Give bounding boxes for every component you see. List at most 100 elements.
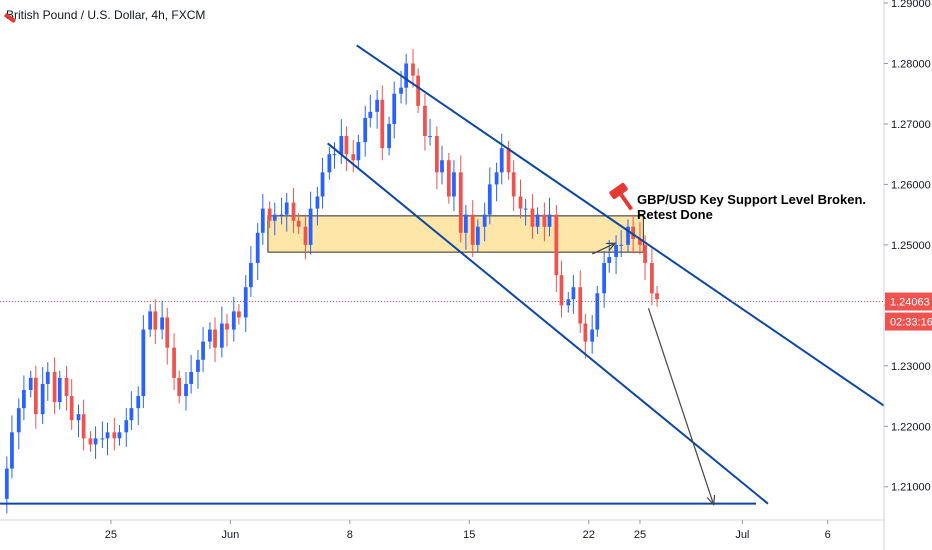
candle — [237, 304, 241, 325]
candle — [88, 431, 93, 452]
candle — [452, 160, 456, 212]
candle — [291, 188, 296, 233]
candle — [494, 162, 499, 202]
candle-body — [404, 63, 409, 88]
candle — [64, 365, 69, 411]
channel-upper-line — [356, 44, 885, 407]
candle — [344, 126, 349, 172]
candle — [141, 315, 146, 409]
candle-body — [296, 220, 301, 227]
gavel-shape — [609, 182, 634, 211]
candle — [196, 350, 200, 389]
candle-body — [76, 414, 81, 421]
candle — [547, 197, 552, 237]
candle-body — [208, 329, 212, 342]
candle — [177, 370, 182, 404]
candle — [153, 299, 158, 345]
candle-body — [260, 208, 265, 233]
candle — [148, 304, 153, 337]
candle-body — [112, 432, 117, 439]
candle — [428, 119, 432, 146]
candle-body — [141, 329, 146, 397]
candle-body — [351, 154, 356, 161]
candle-body — [255, 232, 260, 264]
candle-body — [22, 390, 26, 409]
candle-body — [499, 148, 504, 173]
candle — [559, 260, 564, 318]
candle — [189, 354, 194, 394]
retest-arrow — [591, 244, 614, 255]
candle — [339, 119, 344, 164]
candle-body — [33, 377, 38, 415]
last-price-value: 1.24063 — [890, 297, 930, 309]
candle — [184, 371, 188, 411]
candle — [626, 219, 630, 253]
candle-body — [105, 432, 110, 439]
candle — [255, 223, 260, 280]
candle-body — [547, 214, 552, 227]
candle-body — [88, 438, 93, 445]
candle-body — [160, 317, 165, 330]
candle-body — [64, 377, 69, 397]
candle — [464, 204, 468, 250]
candle-body — [399, 87, 403, 94]
gavel-handle — [619, 193, 634, 211]
candle — [470, 200, 475, 257]
candle — [435, 126, 439, 190]
candle-body — [375, 99, 380, 112]
candle — [231, 296, 236, 342]
candle-body — [308, 208, 313, 245]
candle — [530, 194, 535, 239]
candle-body — [631, 226, 636, 239]
price-tick-label: 1.23000 — [891, 361, 931, 373]
candle — [416, 68, 420, 114]
candle-body — [243, 287, 248, 318]
candle — [172, 333, 176, 390]
channel-lower-line — [327, 142, 769, 505]
candle-body — [279, 214, 284, 216]
candle — [57, 370, 62, 410]
candle — [332, 142, 337, 169]
candle — [112, 417, 117, 451]
candle-body — [428, 136, 432, 138]
candle-body — [368, 111, 373, 118]
candle — [10, 415, 14, 479]
overlays — [0, 44, 885, 505]
price-tick-label: 1.25000 — [891, 240, 931, 252]
candle — [482, 202, 487, 242]
candle-body — [511, 172, 516, 197]
candle — [475, 219, 480, 253]
candle-body — [248, 263, 253, 288]
candle — [458, 155, 463, 243]
gavel-icon — [3, 12, 634, 211]
candle-body — [100, 438, 105, 440]
candle-body — [69, 396, 74, 421]
candle-body — [4, 468, 9, 499]
candle-body — [303, 226, 308, 245]
candle — [363, 105, 368, 157]
candle-body — [578, 287, 583, 324]
candle-body — [81, 414, 86, 439]
candle-body — [231, 311, 236, 330]
candle — [213, 317, 217, 363]
candle-body — [172, 347, 176, 378]
candle — [105, 422, 110, 456]
candle-body — [267, 208, 272, 221]
candle-body — [595, 293, 600, 330]
candle-body — [16, 408, 21, 433]
candle — [650, 248, 654, 306]
candle — [45, 362, 50, 401]
candle — [392, 81, 397, 139]
candle-body — [184, 383, 188, 397]
candle-body — [411, 63, 415, 76]
candle — [160, 300, 165, 340]
candle-body — [554, 214, 559, 276]
time-tick-label: 6 — [825, 529, 831, 541]
candle-body — [272, 214, 277, 221]
candle — [655, 286, 659, 307]
candle — [284, 192, 289, 232]
candle-body — [40, 383, 45, 415]
candle-body — [339, 136, 344, 155]
candle — [243, 275, 248, 332]
